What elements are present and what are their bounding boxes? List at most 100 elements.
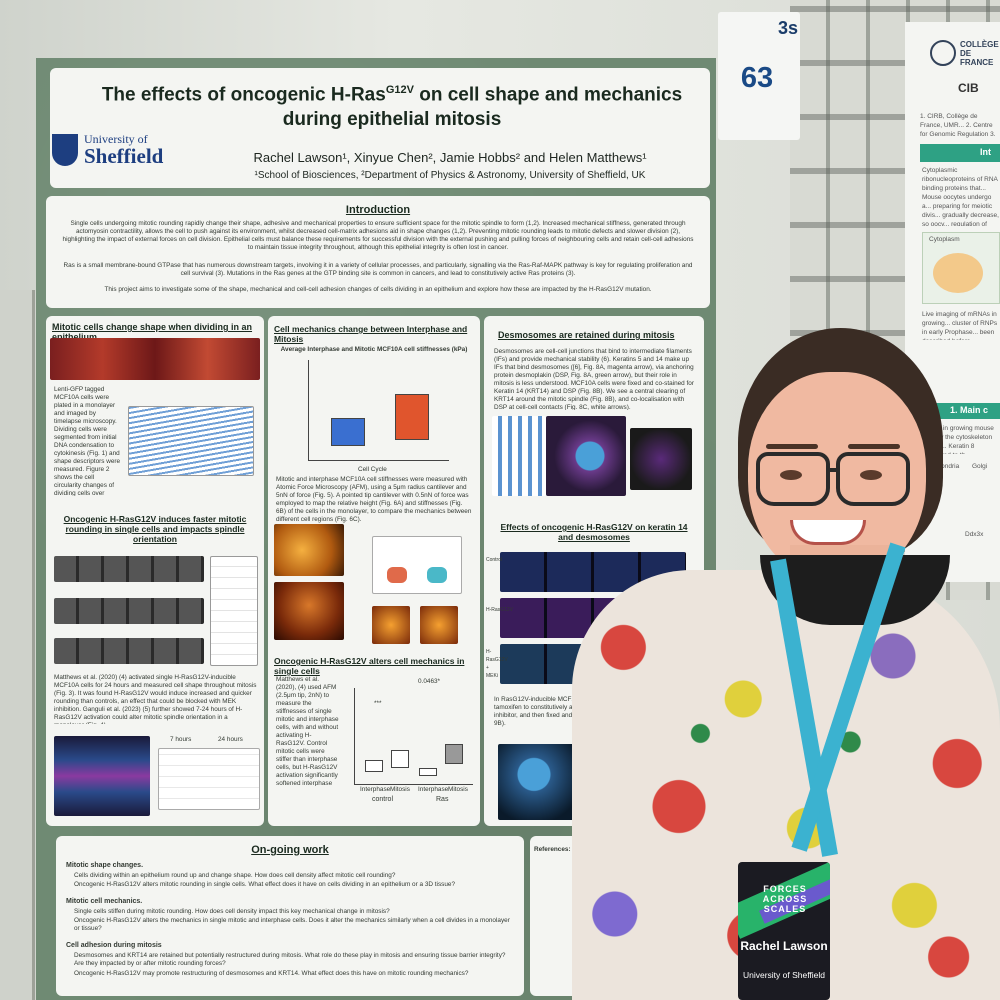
column-2-panel: Cell mechanics change between Interphase… (268, 316, 480, 826)
col1-text: Lenti-GFP tagged MCF10A cells were plate… (54, 386, 121, 496)
authors: Rachel Lawson¹, Xinyue Chen², Jamie Hobb… (253, 150, 647, 165)
figure-3-row-3 (54, 638, 204, 664)
badge-affiliation: University of Sheffield (742, 970, 826, 980)
references-panel: References: (530, 836, 580, 996)
affiliations: ¹School of Biosciences, ²Department of P… (254, 170, 646, 181)
right-eye (860, 470, 882, 480)
row-label-control: Control (486, 557, 503, 563)
ongoing-b5: Desmosomes and KRT14 are retained but po… (74, 952, 506, 967)
fig7-xcat-3: Interphase (418, 786, 449, 793)
college-de-france-seal-icon (930, 40, 956, 66)
event-logo: 3s (777, 18, 798, 38)
fig5-title: Average Interphase and Mitotic MCF10A ce… (280, 346, 468, 353)
figure-3-graphs (210, 556, 258, 666)
university-logo: University of Sheffield (52, 132, 182, 174)
poster-number: 63 (740, 62, 774, 94)
col2-heading-2: Oncogenic H-RasG12V alters cell mechanic… (274, 656, 465, 676)
title-superscript: G12V (385, 84, 414, 96)
figure-1-timelapse (50, 338, 260, 380)
ongoing-b1: Cells dividing within an epithelium roun… (74, 872, 396, 879)
ongoing-h3: Cell adhesion during mitosis (66, 942, 162, 949)
fig7-group-ras: Ras (436, 796, 449, 803)
name-badge: FORCES ACROSS SCALES Rachel Lawson Unive… (738, 862, 830, 1000)
neighbour-label-2: Golgi (972, 463, 988, 470)
logo-line-2: Sheffield (84, 144, 164, 168)
left-eye (780, 470, 802, 480)
fig7-xcat-2: Mitosis (390, 786, 410, 793)
interphase-box (331, 418, 365, 446)
references-heading: References: (534, 846, 571, 853)
fig7-xcat-4: Mitosis (448, 786, 468, 793)
ongoing-b6: Oncogenic H-RasG12V may promote restruct… (74, 970, 469, 977)
title-part-1: The effects of oncogenic H-Ras (101, 84, 386, 106)
figure-8b-krt14-dsp (546, 416, 626, 496)
col1-text-2: Matthews et al. (2020) (4) activated sin… (54, 674, 257, 724)
neighbour-poster-section-title: Int (980, 147, 991, 157)
introduction-heading: Introduction (345, 204, 411, 216)
ongoing-h1: Mitotic shape changes. (66, 862, 144, 869)
fig5-xlabel: Cell Cycle (358, 466, 387, 473)
col1-heading: Mitotic cells change shape when dividing… (52, 322, 253, 342)
col1-heading-2: Oncogenic H-RasG12V induces faster mitot… (63, 514, 247, 544)
glasses-left-lens (756, 452, 830, 506)
violin-1 (387, 567, 407, 583)
badge-event-name: FORCES ACROSS SCALES (762, 884, 808, 914)
ongoing-heading: On-going work (251, 844, 329, 856)
label-7-hours: 7 hours (170, 736, 192, 743)
figure-8a-desmosome-diagram (492, 416, 546, 496)
cytoplasm-label: Cytoplasm (929, 236, 960, 243)
ongoing-h2: Mitotic cell mechanics. (66, 898, 143, 905)
box-ras-mitosis (445, 744, 463, 764)
col3-heading: Desmosomes are retained during mitosis (498, 330, 675, 340)
mitosis-box (395, 394, 429, 440)
figure-6b-stiffness-map (274, 582, 344, 640)
poster-number-card: 3s 63 (718, 12, 800, 140)
neighbour-poster-main-text: cluster in growing mouse oo... by the cy… (922, 425, 994, 454)
column-1-panel: Mitotic cells change shape when dividing… (46, 316, 264, 826)
poster-title: The effects of oncogenic H-RasG12V on ce… (62, 78, 722, 132)
left-eyebrow (766, 444, 818, 449)
box-control-mitosis (391, 750, 409, 768)
figure-6c-zoom-2 (420, 606, 458, 644)
neighbour-poster-section-header (920, 144, 1000, 162)
oocyte-shape (933, 253, 983, 293)
neighbour-poster-section2-title: 1. Main c (950, 405, 989, 415)
figure-6c-violin-plot (372, 536, 462, 594)
figure-8c-zoom (630, 428, 692, 490)
row-label-ras: H-RasG12V (486, 607, 513, 613)
neighbour-poster-affiliations: 1. CIRB, Collège de France, UMR... 2. Ce… (920, 113, 996, 138)
figure-3-row-2 (54, 598, 204, 624)
col2-text-2: Matthews et al. (2020), (4) used AFM (2.… (276, 676, 339, 786)
sheffield-shield-icon (52, 134, 78, 166)
introduction-p2: Ras is a small membrane-bound GTPase tha… (63, 262, 693, 277)
fig7-xcat-1: Interphase (360, 786, 391, 793)
col3-text: Desmosomes are cell-cell junctions that … (494, 348, 694, 410)
badge-person-name: Rachel Lawson (740, 939, 828, 953)
title-line-2: during epithelial mitosis (282, 109, 502, 131)
logo-line-1: University of (84, 132, 148, 146)
figure-7-axes (354, 688, 473, 785)
fig7-stars: *** (374, 700, 382, 707)
box-ras-interphase (419, 768, 437, 776)
fig7-group-control: control (372, 796, 394, 803)
neighbour-poster-intro-text: Cytoplasmic ribonucleoproteins of RNA bi… (922, 167, 999, 226)
figure-2-circularity-plot (128, 406, 254, 476)
poster-board-frame (0, 290, 35, 1000)
introduction-p1: Single cells undergoing mitotic rounding… (62, 220, 694, 251)
neighbour-poster-header: COLLÈGE DE FRANCE (960, 40, 999, 67)
col3-heading-2: Effects of oncogenic H-RasG12V on kerati… (500, 522, 688, 542)
glasses-bridge (826, 468, 840, 472)
right-eyebrow (848, 444, 900, 449)
neighbour-poster-logo: CIB (958, 81, 979, 95)
neighbour-poster-mid-text: Live imaging of mRNAs in growing... clus… (922, 311, 998, 340)
box-control-interphase (365, 760, 383, 772)
fig7-pvalue: 0.0463* (418, 678, 441, 685)
ongoing-b4: Oncogenic H-RasG12V alters the mechanics… (74, 917, 510, 932)
row-label-mek: H-RasG12V + MEKi (486, 649, 508, 679)
col2-heading: Cell mechanics change between Interphase… (274, 324, 468, 344)
violin-2 (427, 567, 447, 583)
title-part-2: on cell shape and mechanics (413, 84, 683, 106)
ongoing-work-panel: On-going work Mitotic shape changes. Cel… (56, 836, 524, 996)
title-panel (50, 68, 710, 188)
ongoing-b2: Oncogenic H-RasG12V alters mitotic round… (74, 881, 456, 888)
